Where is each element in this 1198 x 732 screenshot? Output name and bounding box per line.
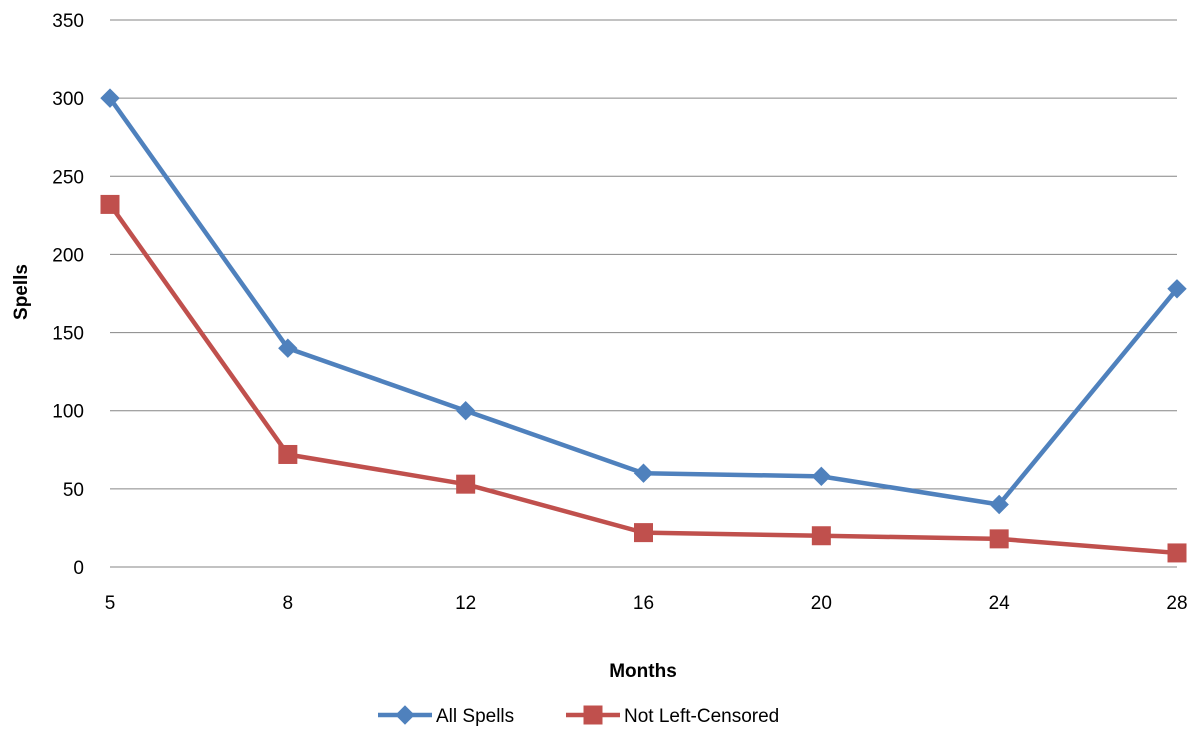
legend-item-not-left-censored: Not Left-Censored [566,705,779,727]
x-tick-label: 5 [105,593,116,614]
y-tick-label: 350 [52,11,84,32]
data-point-not-left-censored [100,194,120,214]
gridlines [110,19,1177,568]
data-point-all-spells [100,88,120,108]
series-line-all-spells [107,95,1180,507]
data-point-all-spells [1167,279,1187,299]
data-point-all-spells [811,466,832,487]
legend-swatch-marker [583,705,603,725]
data-point-not-left-censored [278,444,298,464]
y-tick-label: 300 [52,89,84,110]
x-tick-label: 8 [283,593,294,614]
series-all-spells [100,88,1187,515]
legend-item-all-spells: All Spells [378,705,514,727]
x-tick-label: 20 [811,593,832,614]
data-point-not-left-censored [456,474,476,494]
x-tick-label: 28 [1166,593,1187,614]
legend: All Spells Not Left-Censored [378,705,779,727]
series-not-left-censored [100,194,1187,563]
data-point-not-left-censored [989,529,1009,549]
data-point-all-spells [455,401,476,421]
series-lines [100,88,1187,563]
y-tick-label: 50 [63,480,84,501]
x-tick-label: 24 [989,593,1011,614]
data-point-not-left-censored [1167,543,1187,563]
x-axis-ticks: 5 8 12 16 20 24 28 [105,593,1188,614]
data-point-not-left-censored [811,526,831,546]
y-axis-title: Spells [11,264,32,320]
series-line-not-left-censored [107,202,1180,556]
y-tick-label: 150 [52,324,84,345]
data-point-all-spells [633,463,654,483]
y-tick-label: 0 [73,558,84,579]
data-point-all-spells [989,494,1009,515]
legend-label: All Spells [436,706,514,727]
y-tick-label: 100 [52,402,84,423]
x-tick-label: 16 [633,593,654,614]
data-point-not-left-censored [634,523,653,543]
x-tick-label: 12 [455,593,476,614]
y-tick-label: 200 [52,245,84,266]
data-point-all-spells [278,338,298,358]
y-axis-ticks: 0 50 100 150 200 250 300 350 [52,11,84,579]
legend-label: Not Left-Censored [624,706,779,727]
x-axis-title: Months [609,661,677,682]
y-tick-label: 250 [52,167,84,188]
legend-swatch-marker [395,705,415,725]
